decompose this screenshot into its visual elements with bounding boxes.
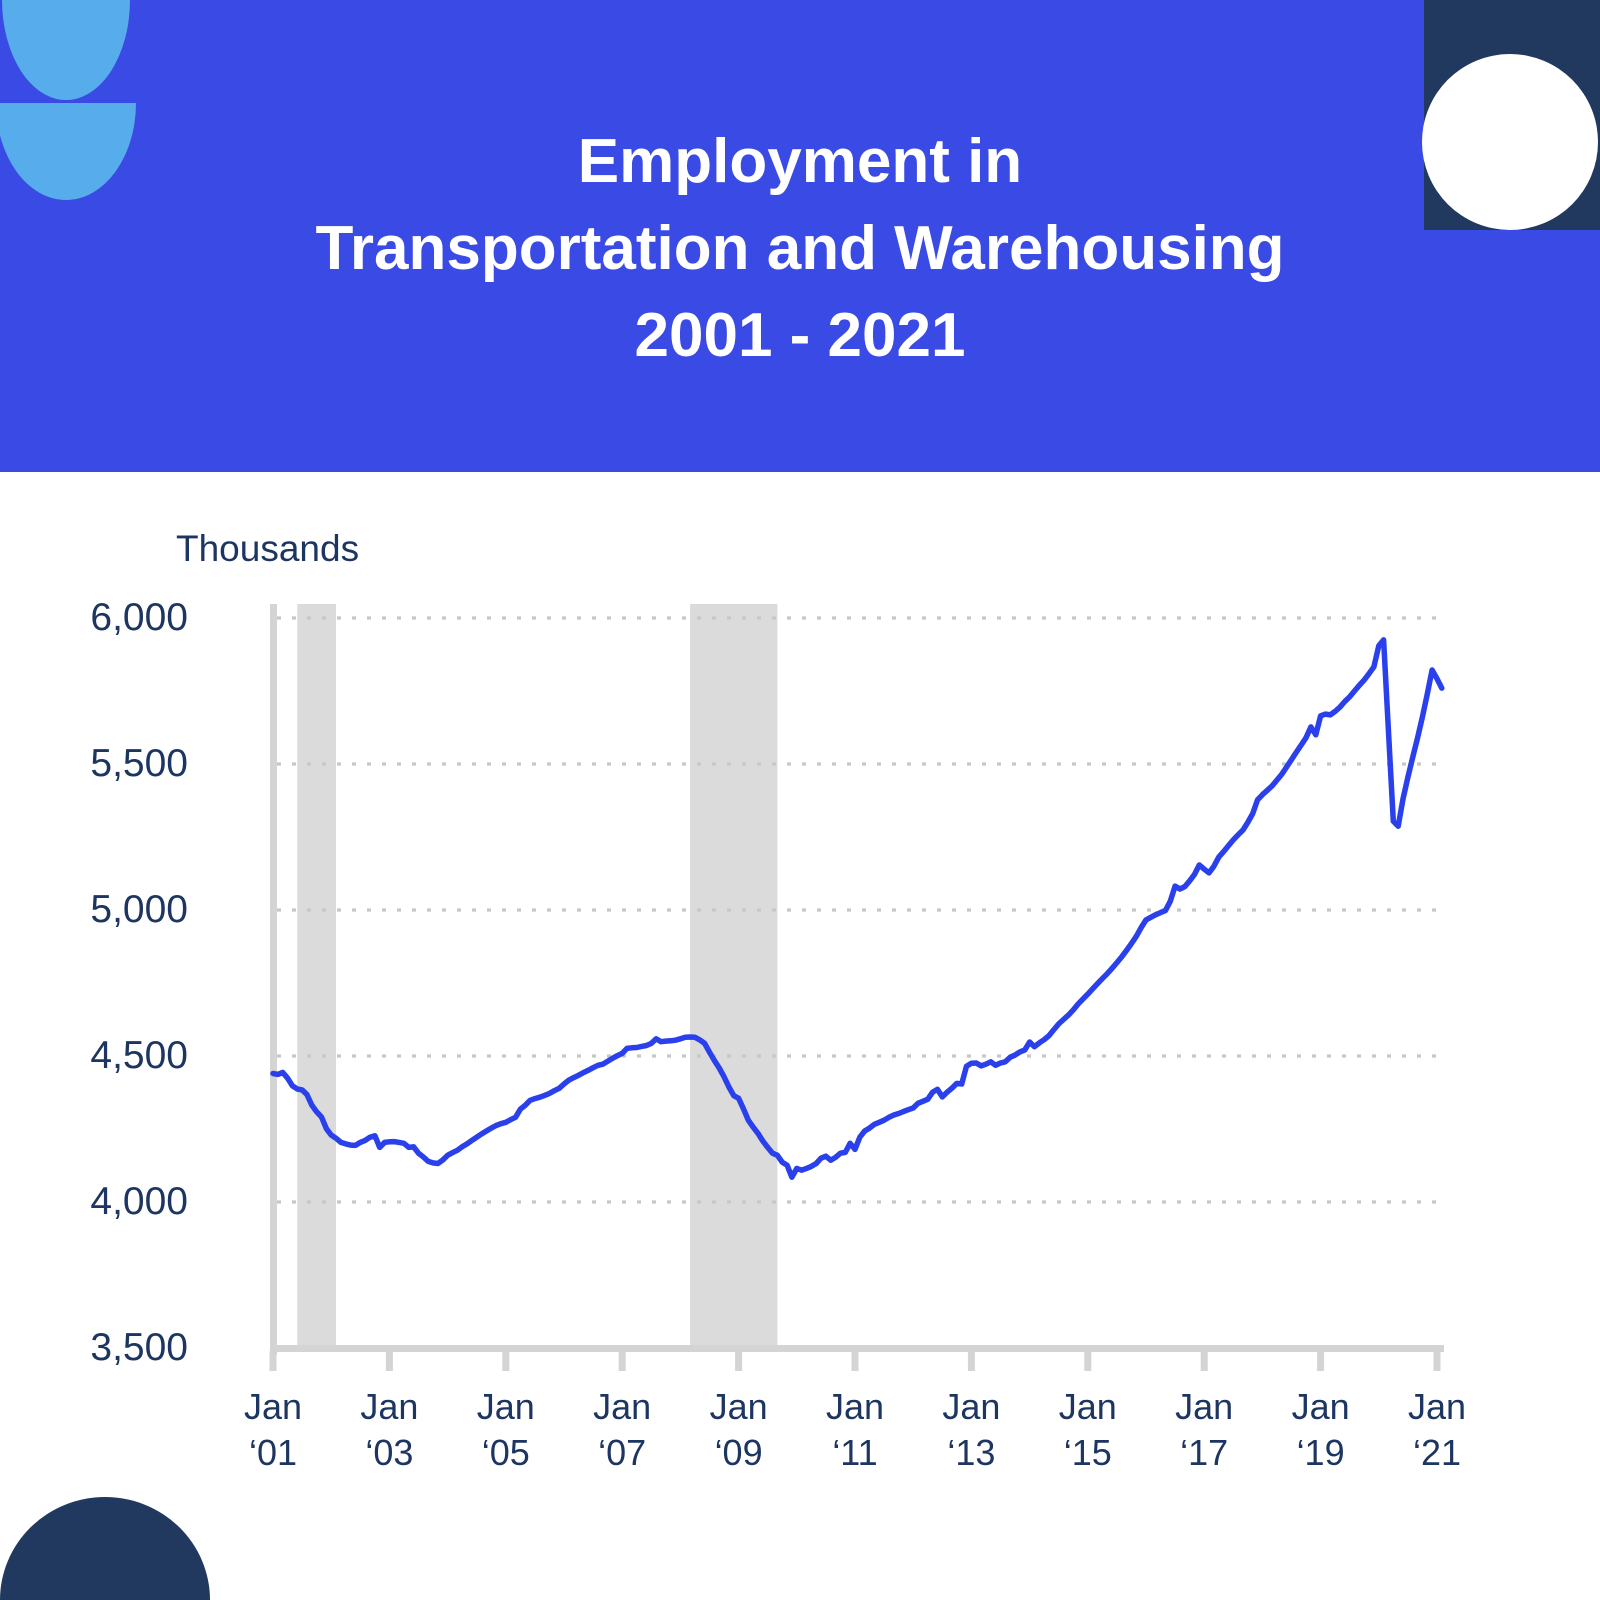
y-axis-label-4000: 4,000 [90,1180,188,1223]
decor-circle-top-right [1422,54,1598,230]
x-axis-label-01: Jan ‘01 [243,1386,303,1473]
y-axis-label-5500: 5,500 [90,742,188,785]
x-axis-label-09: Jan ‘09 [709,1386,768,1473]
x-axis-label-15: Jan ‘15 [1058,1386,1117,1473]
recession-band-1 [297,604,337,1350]
y-axis-line [270,604,277,1355]
header-banner: Employment in Transportation and Warehou… [0,0,1600,472]
y-axis-label-6000: 6,000 [90,596,188,639]
x-tick-07 [618,1351,626,1371]
x-axis-label-03: Jan ‘03 [360,1386,419,1473]
y-axis-label-4500: 4,500 [90,1034,188,1077]
y-axis-label-3500: 3,500 [90,1326,188,1369]
x-axis-label-07: Jan ‘07 [593,1386,652,1473]
employment-series-line [270,637,1445,1180]
x-tick-09 [735,1351,743,1371]
x-axis-label-11: Jan ‘11 [825,1386,885,1473]
x-tick-17 [1200,1351,1208,1371]
x-axis-label-19: Jan ‘19 [1291,1386,1350,1473]
x-axis-label-05: Jan ‘05 [476,1386,535,1473]
x-tick-19 [1317,1351,1325,1371]
x-tick-05 [502,1351,510,1371]
x-tick-11 [851,1351,859,1371]
x-tick-21 [1433,1351,1441,1371]
x-axis-label-17: Jan ‘17 [1175,1386,1234,1473]
x-axis-label-21: Jan ‘21 [1407,1386,1467,1473]
x-tick-13 [967,1351,975,1371]
x-axis-line [270,1345,1444,1352]
x-tick-03 [385,1351,393,1371]
x-tick-01 [269,1351,277,1371]
recession-band-2 [690,604,778,1350]
y-axis-label-5000: 5,000 [90,888,188,931]
page-title-line-2: Transportation and Warehousing [315,214,1285,283]
x-tick-15 [1084,1351,1092,1371]
page-title: Employment in Transportation and Warehou… [0,118,1600,379]
y-axis-unit-label: Thousands [176,528,360,569]
page-title-line-1: Employment in [577,127,1023,196]
page-title-line-3: 2001 - 2021 [634,301,966,370]
x-axis-label-13: Jan ‘13 [942,1386,1001,1473]
